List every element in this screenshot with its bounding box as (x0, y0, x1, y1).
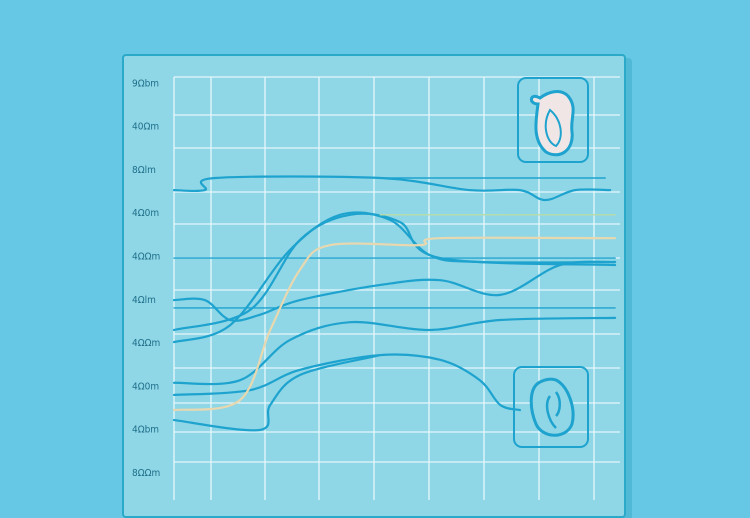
y-tick-label: 9Ωbm (132, 78, 159, 89)
series-line-10 (172, 236, 617, 412)
y-tick-label: 4Ωlm (132, 295, 156, 306)
series-line-7 (172, 316, 617, 386)
y-tick-label: 8Ωlm (132, 165, 156, 176)
y-tick-label: 4ΩΩm (132, 338, 160, 349)
y-tick-label: 4Ω0m (132, 208, 159, 219)
series-line-9 (172, 353, 382, 432)
y-tick-label: 4Ωbm (132, 425, 159, 436)
y-tick-label: 40Ωm (132, 122, 159, 133)
series-line-3 (172, 212, 617, 332)
series-line-8 (172, 353, 522, 412)
kidney-icon (517, 77, 589, 163)
stomach-icon (513, 366, 589, 448)
y-tick-label: 4Ω0m (132, 381, 159, 392)
series-line-5 (172, 260, 617, 322)
line-chart: 9Ωbm 40Ωm 8Ωlm 4Ω0m 4ΩΩm 4Ωlm 4ΩΩm 4Ω0m 4Ωbm 8ΩΩm (132, 76, 620, 500)
series-line-0 (172, 175, 612, 202)
series-line-2 (172, 211, 617, 344)
y-tick-label: 8ΩΩm (132, 468, 160, 479)
y-tick-label: 4ΩΩm (132, 252, 160, 263)
